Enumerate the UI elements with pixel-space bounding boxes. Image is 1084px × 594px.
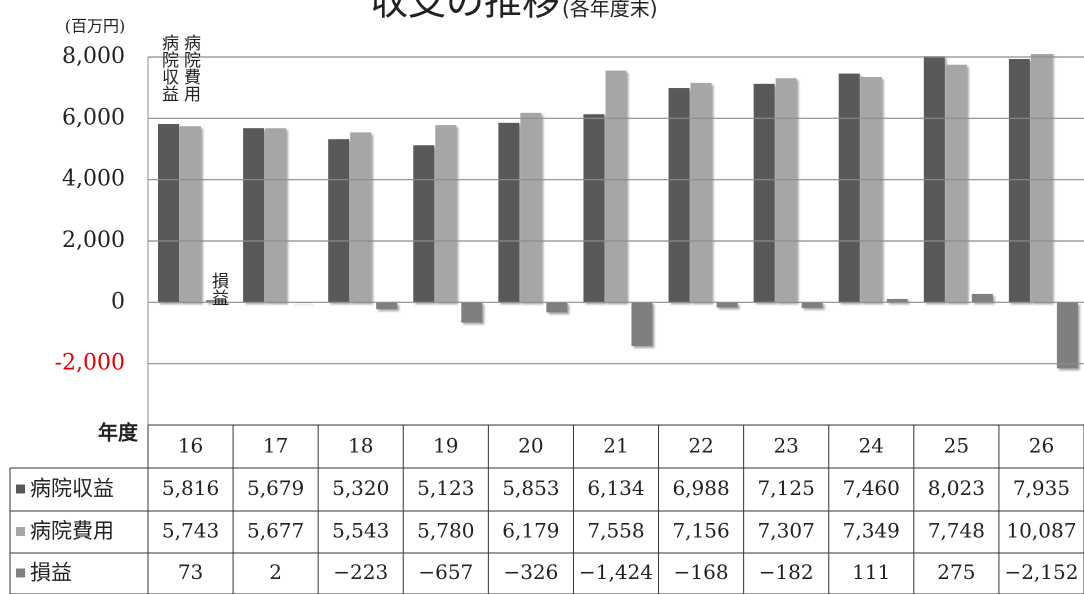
- table-value: −1,424: [579, 560, 653, 584]
- table-value: 2: [269, 560, 282, 584]
- table-value: 7,156: [672, 519, 729, 543]
- bar: [243, 128, 265, 303]
- bar: [206, 300, 227, 303]
- table-value: 8,023: [928, 476, 985, 500]
- table-value: 7,349: [843, 519, 900, 543]
- x-tick-label: 16: [178, 434, 203, 458]
- bar: [520, 112, 542, 303]
- bar: [498, 122, 520, 303]
- bar: [716, 302, 738, 308]
- y-tick-label: 0: [111, 289, 125, 314]
- table-value: 5,780: [417, 519, 474, 543]
- chart-subtitle: (各年度末): [562, 0, 658, 21]
- bar: [435, 125, 457, 303]
- table-value: 7,307: [758, 519, 815, 543]
- bar: [583, 114, 605, 303]
- table-value: 7,748: [928, 519, 985, 543]
- table-value: −182: [759, 560, 814, 584]
- bar: [838, 73, 860, 303]
- table-value: 7,558: [587, 519, 644, 543]
- table-value: 5,679: [247, 476, 304, 500]
- x-tick-label: 23: [773, 434, 798, 458]
- table-value: 5,816: [162, 476, 219, 500]
- table-value: −223: [333, 560, 388, 584]
- table-value: 5,853: [502, 476, 559, 500]
- y-tick-label: 4,000: [62, 167, 125, 192]
- bar: [350, 132, 372, 303]
- table-value: 275: [937, 560, 975, 584]
- table-value: 5,743: [162, 519, 219, 543]
- x-tick-label: 24: [859, 434, 884, 458]
- legend-label: 病院費用: [30, 519, 114, 543]
- bar: [690, 82, 712, 303]
- bar: [376, 302, 398, 310]
- x-tick-label: 19: [433, 434, 458, 458]
- legend-swatch: [16, 527, 25, 536]
- y-tick-label: -2,000: [55, 351, 125, 376]
- bar: [605, 70, 627, 303]
- table-value: 7,125: [758, 476, 815, 500]
- table-value: −168: [674, 560, 729, 584]
- legend-swatch: [16, 568, 25, 578]
- bar: [546, 302, 568, 313]
- series-annotation: 病院費用: [180, 34, 201, 103]
- y-tick-label: 6,000: [62, 105, 125, 130]
- bar: [180, 126, 201, 303]
- table-value: 5,320: [332, 476, 389, 500]
- x-tick-label: 17: [263, 434, 288, 458]
- x-tick-label: 25: [944, 434, 969, 458]
- chart-title: 収支の推移: [370, 0, 560, 24]
- x-tick-label: 20: [518, 434, 543, 458]
- bar: [1008, 58, 1030, 303]
- x-tick-label: 21: [603, 434, 628, 458]
- series-annotation: 病院収益: [158, 34, 179, 102]
- x-tick-label: 26: [1029, 434, 1054, 458]
- bar: [945, 64, 967, 303]
- bar: [668, 88, 690, 303]
- legend-swatch: [16, 484, 25, 494]
- y-tick-label: 2,000: [62, 228, 125, 253]
- bar: [971, 293, 993, 303]
- plot-area: [158, 54, 1078, 369]
- table-value: 7,935: [1013, 476, 1070, 500]
- bar: [1056, 302, 1078, 369]
- table-value: −657: [418, 560, 473, 584]
- bar: [753, 83, 775, 303]
- table-value: 10,087: [1006, 519, 1076, 543]
- bar: [413, 145, 435, 303]
- bar: [775, 78, 797, 303]
- x-tick-label: 22: [688, 434, 713, 458]
- bar: [886, 298, 908, 303]
- category-label: 年度: [98, 421, 139, 445]
- table-value: 6,988: [672, 476, 729, 500]
- legend-label: 病院収益: [30, 477, 114, 501]
- table-value: 5,677: [247, 519, 304, 543]
- bar: [860, 76, 882, 303]
- table-value: −2,152: [1004, 560, 1078, 584]
- table-value: 6,179: [502, 519, 559, 543]
- table-value: 73: [178, 560, 203, 584]
- table-value: 6,134: [587, 476, 644, 500]
- y-tick-label: 8,000: [62, 44, 125, 69]
- legend-label: 損益: [30, 561, 72, 585]
- table-value: −326: [503, 560, 558, 584]
- table-value: 7,460: [843, 476, 900, 500]
- table-value: 111: [852, 560, 890, 584]
- bar: [631, 302, 653, 347]
- bar: [1030, 54, 1052, 303]
- bar: [801, 302, 823, 308]
- x-tick-label: 18: [348, 434, 373, 458]
- bar: [461, 302, 483, 323]
- bar: [158, 123, 179, 303]
- table-value: 5,543: [332, 519, 389, 543]
- series-annotation: 損益: [208, 272, 229, 306]
- y-axis-label: (百万円): [65, 17, 126, 36]
- bar: [328, 139, 350, 303]
- bar: [265, 128, 287, 303]
- table-value: 5,123: [417, 476, 474, 500]
